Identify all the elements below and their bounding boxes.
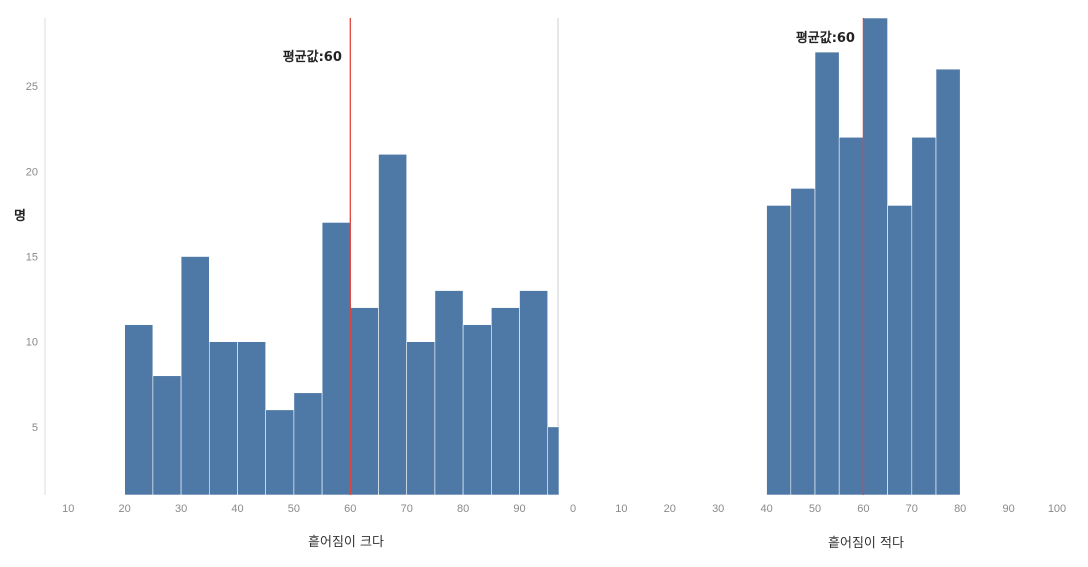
histogram-bar [152, 375, 182, 496]
x-tick-label: 80 [954, 503, 966, 515]
x-tick-label: 60 [344, 503, 356, 515]
left-histogram-panel: 5 10 15 20 25 평균값:60 10 20 30 40 50 60 70 80 90 명 흩어… [14, 18, 560, 550]
histogram-bar [547, 426, 560, 496]
right-mean-label: 평균값:60 [796, 30, 855, 46]
right-histogram-panel: 평균값:60 0 10 20 30 40 50 60 70 80 90 100 흩어짐이 적다 [570, 17, 1066, 551]
histogram-bar [406, 341, 436, 496]
histogram-bar [265, 409, 295, 496]
x-tick-label: 40 [760, 503, 772, 515]
x-tick-label: 90 [1002, 503, 1014, 515]
x-tick-label: 10 [615, 503, 627, 515]
x-tick-label: 50 [288, 503, 300, 515]
x-tick-label: 20 [664, 503, 676, 515]
y-tick-label: 10 [26, 337, 38, 349]
histogram-bar [814, 51, 840, 496]
x-tick-label: 0 [570, 503, 576, 515]
histogram-bar [863, 17, 888, 496]
histogram-bar [838, 136, 864, 496]
histogram-bar [237, 341, 266, 496]
x-tick-label: 80 [457, 503, 469, 515]
x-tick-label: 50 [809, 503, 821, 515]
histogram-bar [378, 153, 408, 496]
y-tick-label: 5 [32, 422, 38, 434]
y-tick-label: 15 [26, 252, 38, 264]
x-tick-label: 30 [712, 503, 724, 515]
histogram-bar [180, 256, 210, 496]
x-tick-label: 30 [175, 503, 187, 515]
histogram-bar [790, 188, 816, 496]
x-tick-label: 40 [231, 503, 243, 515]
y-tick-label: 25 [26, 81, 38, 93]
histogram-bar [519, 290, 549, 496]
histogram-bar [350, 307, 379, 496]
right-bars [766, 17, 961, 496]
x-tick-label: 10 [62, 503, 74, 515]
x-tick-label: 70 [401, 503, 413, 515]
histogram-bar [887, 205, 913, 496]
x-tick-label: 100 [1048, 503, 1066, 515]
histogram-bar [293, 392, 323, 496]
right-x-ticks: 0 10 20 30 40 50 60 70 80 90 100 [570, 503, 1066, 515]
left-x-axis-label: 흩어짐이 크다 [308, 535, 384, 550]
x-tick-label: 60 [857, 503, 869, 515]
histogram-bar [434, 290, 464, 496]
right-x-axis-label: 흩어짐이 적다 [828, 536, 904, 551]
histogram-bar [491, 307, 520, 496]
left-y-ticks: 5 10 15 20 25 [26, 81, 38, 434]
histogram-bar [935, 68, 961, 496]
left-bars [124, 153, 560, 496]
y-axis-label: 명 [14, 208, 26, 224]
y-tick-label: 20 [26, 166, 38, 178]
histogram-bar [124, 324, 154, 496]
left-x-ticks: 10 20 30 40 50 60 70 80 90 [62, 503, 525, 515]
histogram-bar [911, 136, 937, 496]
histogram-bar [766, 205, 792, 496]
x-tick-label: 70 [906, 503, 918, 515]
histogram-bar [462, 324, 492, 496]
left-mean-label: 평균값:60 [283, 49, 342, 65]
histogram-bar [321, 222, 351, 496]
x-tick-label: 20 [119, 503, 131, 515]
x-tick-label: 90 [513, 503, 525, 515]
histogram-bar [208, 341, 238, 496]
